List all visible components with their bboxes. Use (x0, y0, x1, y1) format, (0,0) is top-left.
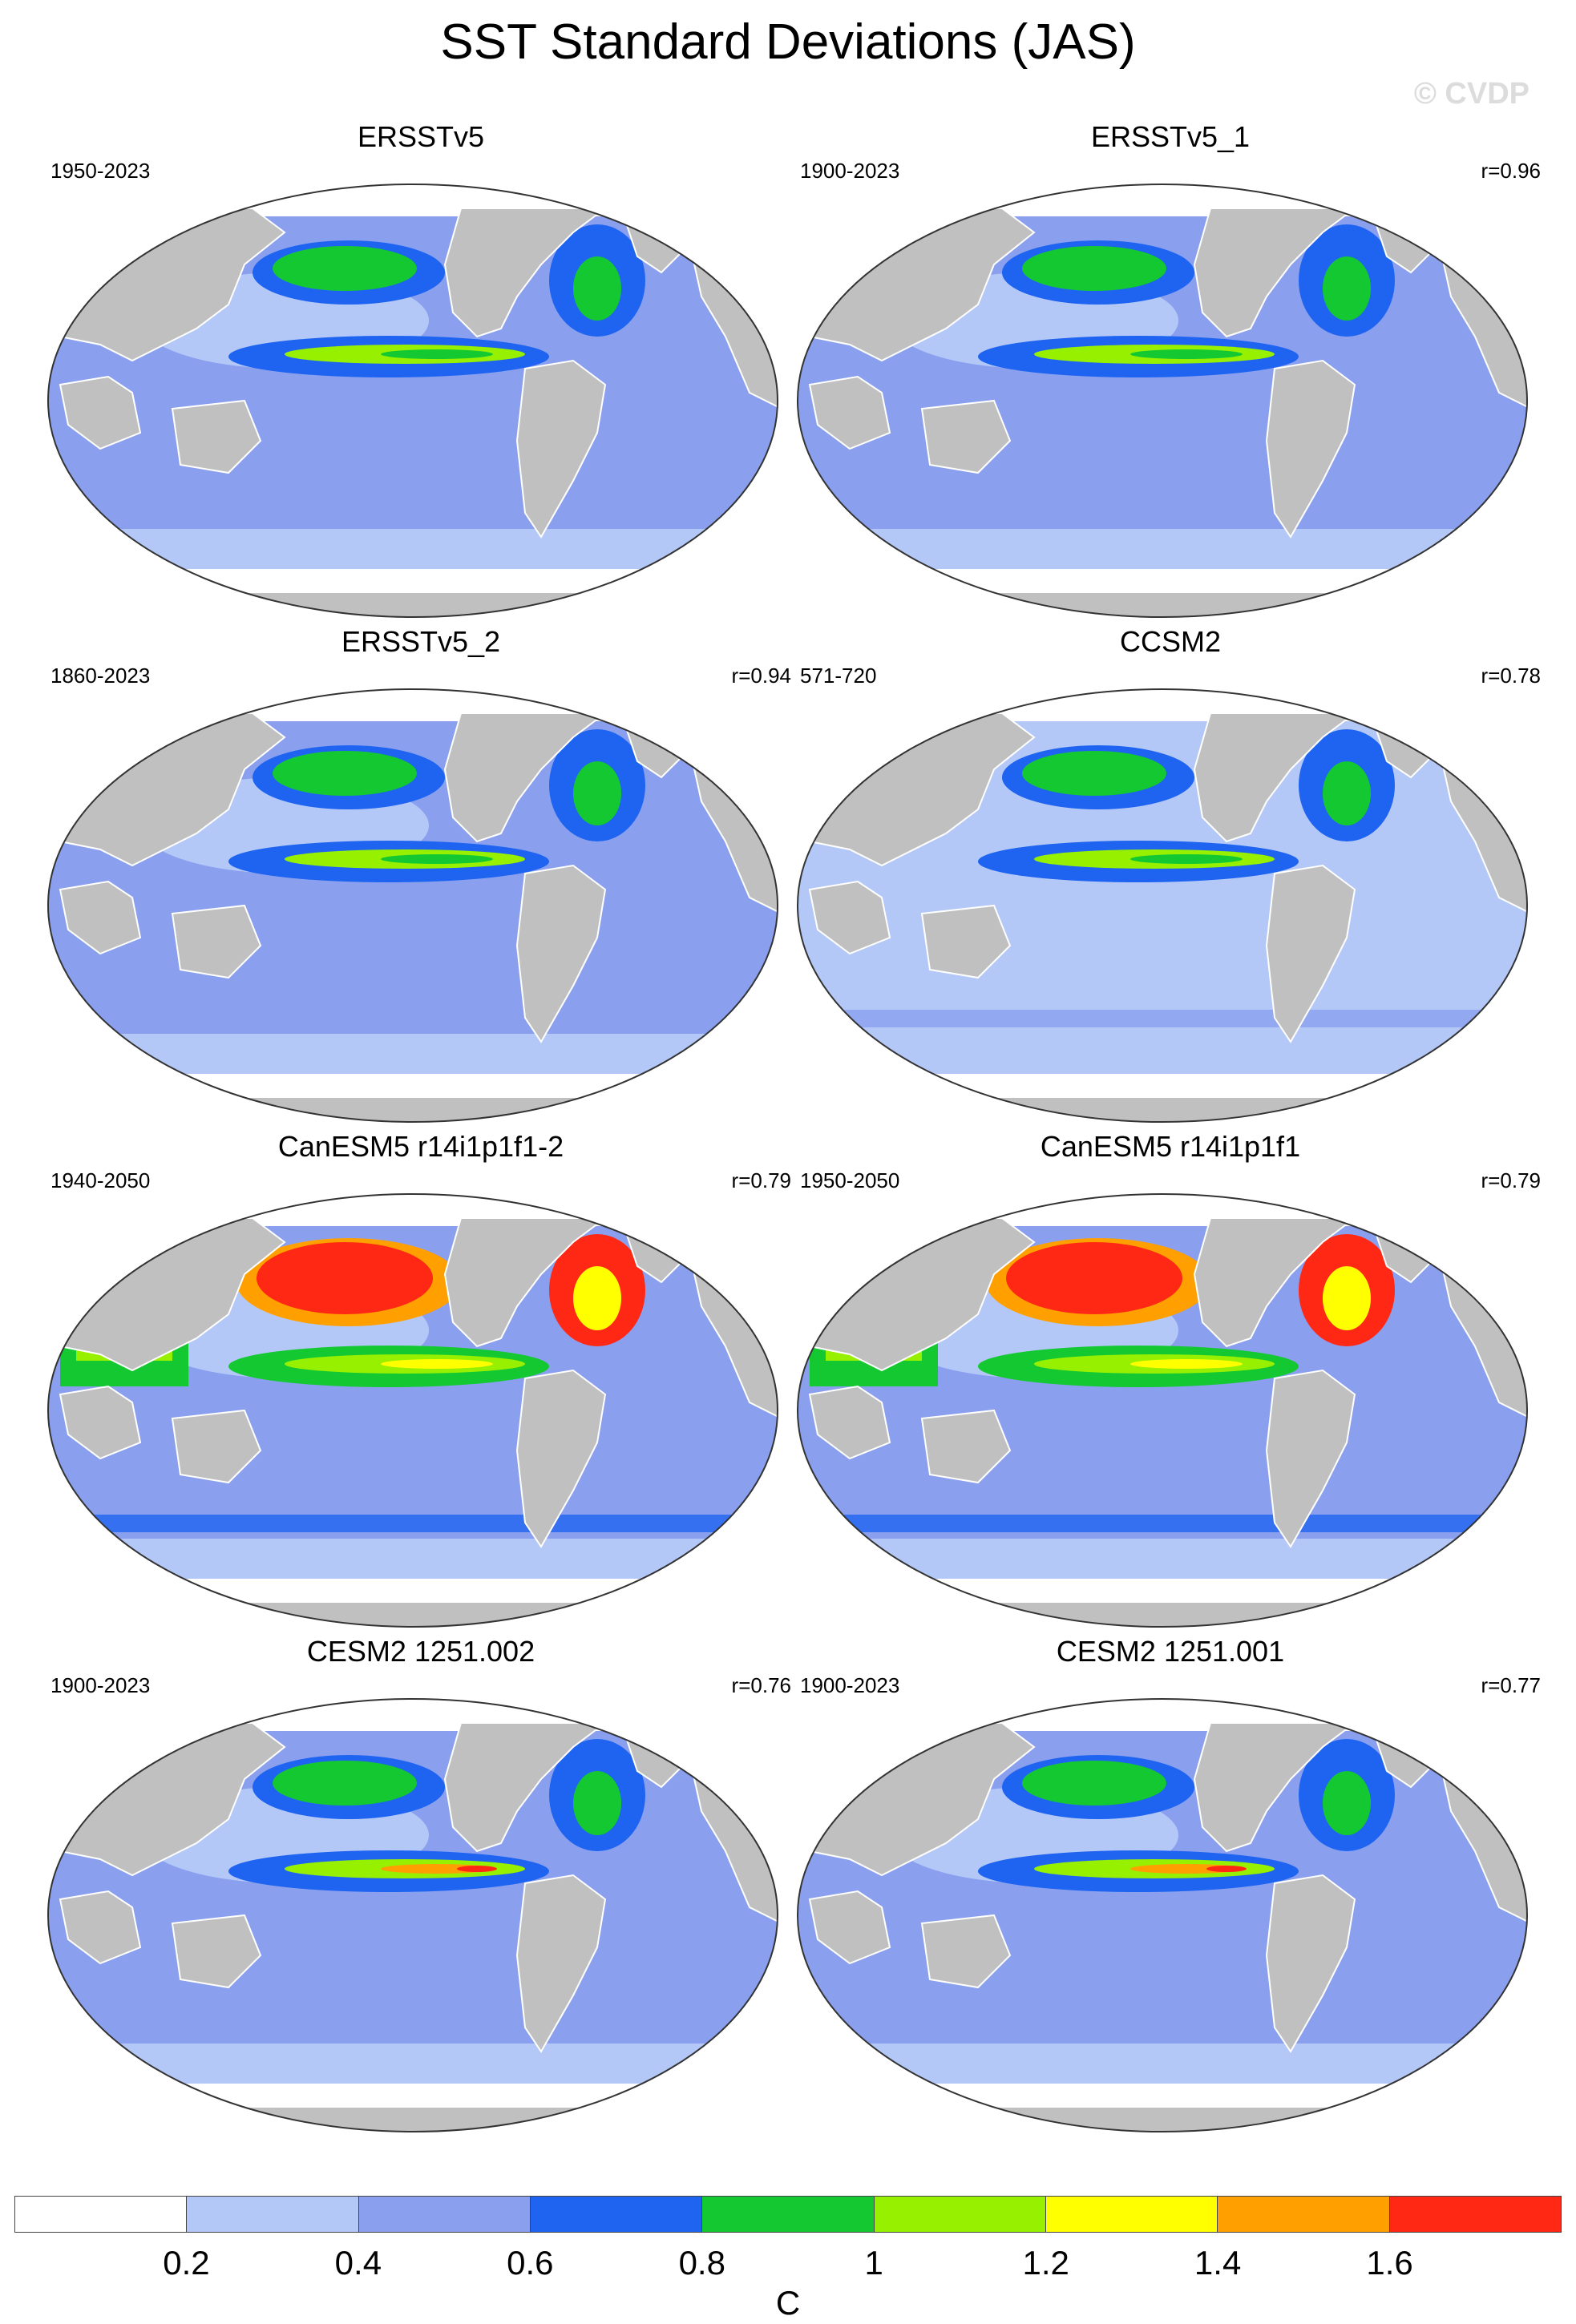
world-map (47, 184, 778, 618)
map-panel: CanESM5 r14i1p1f1-2 1940-2050 r=0.79 (44, 1130, 798, 1643)
colorbar (14, 2196, 1562, 2233)
panel-period: 1950-2023 (51, 159, 151, 183)
figure-title: SST Standard Deviations (JAS) (440, 14, 1136, 70)
colorbar-tick-label: 1 (864, 2244, 883, 2282)
map-panel: CESM2 1251.002 1900-2023 r=0.76 (44, 1635, 798, 2148)
colorbar-swatch (530, 2197, 703, 2232)
cvdp-watermark: © CVDP (1413, 77, 1530, 111)
map-panel: ERSSTv5_1 1900-2023 r=0.96 (794, 120, 1547, 633)
colorbar-tick-label: 1.4 (1194, 2244, 1242, 2282)
map-panel: CESM2 1251.001 1900-2023 r=0.77 (794, 1635, 1547, 2148)
panel-title: CanESM5 r14i1p1f1 (1040, 1130, 1301, 1163)
panel-period: 1940-2050 (51, 1168, 151, 1192)
panel-title: CanESM5 r14i1p1f1-2 (277, 1130, 564, 1163)
colorbar-tick-label: 1.2 (1022, 2244, 1069, 2282)
world-map (797, 688, 1528, 1123)
world-map (47, 1698, 778, 2132)
colorbar-swatch (1045, 2197, 1218, 2232)
map-panel: CanESM5 r14i1p1f1 1950-2050 r=0.79 (794, 1130, 1547, 1643)
panel-period: 1900-2023 (800, 159, 900, 183)
colorbar-swatch (874, 2197, 1046, 2232)
colorbar-tick-label: 1.6 (1366, 2244, 1413, 2282)
map-panel: ERSSTv5 1950-2023 (44, 120, 798, 633)
colorbar-tick-label: 0.8 (678, 2244, 725, 2282)
colorbar-units: C (775, 2284, 801, 2322)
panel-period: 1950-2050 (800, 1168, 900, 1192)
world-map (797, 1193, 1528, 1628)
panel-correlation: r=0.78 (1481, 664, 1541, 688)
panel-correlation: r=0.77 (1481, 1673, 1541, 1697)
world-map (47, 688, 778, 1123)
panel-title: ERSSTv5_1 (1090, 120, 1251, 153)
panel-correlation: r=0.79 (1481, 1168, 1541, 1192)
colorbar-swatch (1389, 2197, 1561, 2232)
panel-title: ERSSTv5 (357, 120, 485, 153)
colorbar-swatch (1218, 2197, 1390, 2232)
colorbar-swatch (358, 2197, 531, 2232)
colorbar-tick-label: 0.4 (334, 2244, 382, 2282)
panel-correlation: r=0.79 (731, 1168, 791, 1192)
colorbar-tick-label: 0.6 (507, 2244, 554, 2282)
panel-title: CESM2 1251.002 (306, 1635, 535, 1668)
panel-title: CCSM2 (1119, 625, 1222, 658)
colorbar-tick-label: 0.2 (163, 2244, 210, 2282)
panel-period: 1860-2023 (51, 664, 151, 688)
map-panel: CCSM2 571-720 r=0.78 (794, 625, 1547, 1138)
panel-title: ERSSTv5_2 (341, 625, 501, 658)
panel-correlation: r=0.76 (731, 1673, 791, 1697)
world-map (797, 184, 1528, 618)
colorbar-swatch (187, 2197, 359, 2232)
panel-period: 1900-2023 (800, 1673, 900, 1697)
panel-period: 1900-2023 (51, 1673, 151, 1697)
colorbar-swatch (702, 2197, 875, 2232)
world-map (47, 1193, 778, 1628)
world-map (797, 1698, 1528, 2132)
panel-period: 571-720 (800, 664, 877, 688)
panel-correlation: r=0.96 (1481, 159, 1541, 183)
map-panel: ERSSTv5_2 1860-2023 r=0.94 (44, 625, 798, 1138)
colorbar-swatch (15, 2197, 188, 2232)
panel-correlation: r=0.94 (731, 664, 791, 688)
panel-title: CESM2 1251.001 (1056, 1635, 1285, 1668)
